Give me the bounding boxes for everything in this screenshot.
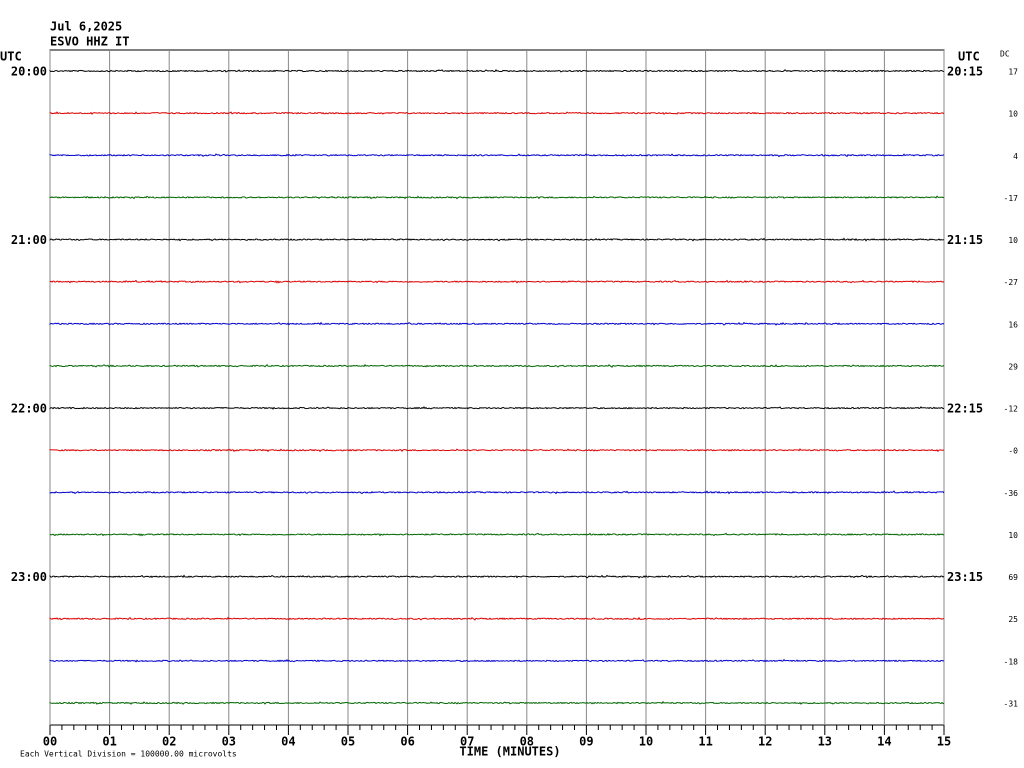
station: ESVO HHZ IT bbox=[50, 35, 129, 49]
x-axis-title: TIME (MINUTES) bbox=[459, 745, 560, 759]
dc-offset-label: -27 bbox=[1004, 278, 1019, 287]
dc-offset-label: -18 bbox=[1004, 657, 1019, 666]
trace bbox=[49, 490, 945, 495]
x-tick-label: 04 bbox=[281, 735, 295, 749]
dc-offset-label: -0 bbox=[1008, 447, 1018, 456]
dc-offset-label: -17 bbox=[1004, 194, 1019, 203]
right-axis-title: UTC bbox=[958, 50, 980, 64]
x-tick-label: 13 bbox=[818, 735, 832, 749]
x-tick-label: 03 bbox=[222, 735, 236, 749]
trace bbox=[49, 68, 945, 73]
trace bbox=[49, 406, 945, 410]
dc-offset-label: 25 bbox=[1008, 615, 1018, 624]
right-time-label: 20:15 bbox=[947, 65, 983, 79]
trace bbox=[49, 153, 945, 158]
x-tick-label: 09 bbox=[579, 735, 593, 749]
x-tick-label: 08 bbox=[520, 735, 534, 749]
x-tick-label: 07 bbox=[460, 735, 474, 749]
trace bbox=[49, 279, 945, 284]
trace bbox=[49, 658, 945, 663]
dc-title: DC bbox=[1000, 50, 1010, 59]
right-time-label: 22:15 bbox=[947, 402, 983, 416]
trace bbox=[49, 363, 945, 368]
x-tick-label: 01 bbox=[102, 735, 116, 749]
dc-offset-label: 16 bbox=[1008, 320, 1018, 329]
right-time-label: 21:15 bbox=[947, 233, 983, 247]
footnote: Each Vertical Division = 100000.00 micro… bbox=[20, 750, 237, 759]
trace bbox=[49, 574, 945, 579]
trace bbox=[49, 700, 945, 705]
dc-offset-label: 17 bbox=[1008, 68, 1018, 77]
trace bbox=[49, 111, 945, 115]
dc-offset-label: 10 bbox=[1008, 236, 1018, 245]
left-time-label: 22:00 bbox=[11, 402, 47, 416]
dc-offset-label: 69 bbox=[1008, 573, 1018, 582]
x-tick-label: 06 bbox=[400, 735, 414, 749]
dc-offset-label: 10 bbox=[1008, 531, 1018, 540]
x-tick-label: 14 bbox=[877, 735, 891, 749]
trace bbox=[49, 532, 945, 537]
trace bbox=[49, 448, 945, 453]
left-time-label: 21:00 bbox=[11, 233, 47, 247]
date: Jul 6,2025 bbox=[50, 20, 122, 34]
x-tick-label: 05 bbox=[341, 735, 355, 749]
trace bbox=[49, 195, 945, 200]
left-time-label: 23:00 bbox=[11, 570, 47, 584]
dc-offset-label: 10 bbox=[1008, 110, 1018, 119]
trace bbox=[49, 616, 945, 621]
x-tick-label: 12 bbox=[758, 735, 772, 749]
dc-offset-label: 4 bbox=[1013, 152, 1018, 161]
trace bbox=[49, 237, 945, 242]
dc-offset-label: -12 bbox=[1004, 405, 1019, 414]
x-tick-label: 02 bbox=[162, 735, 176, 749]
left-axis-title: UTC bbox=[0, 50, 22, 64]
x-tick-label: 11 bbox=[698, 735, 712, 749]
x-tick-label: 15 bbox=[937, 735, 951, 749]
dc-offset-label: -36 bbox=[1004, 489, 1019, 498]
dc-offset-label: 29 bbox=[1008, 362, 1018, 371]
trace bbox=[49, 321, 945, 326]
right-time-label: 23:15 bbox=[947, 570, 983, 584]
x-tick-label: 00 bbox=[43, 735, 57, 749]
left-time-label: 20:00 bbox=[11, 65, 47, 79]
dc-offset-label: -31 bbox=[1004, 700, 1019, 709]
x-tick-label: 10 bbox=[639, 735, 653, 749]
